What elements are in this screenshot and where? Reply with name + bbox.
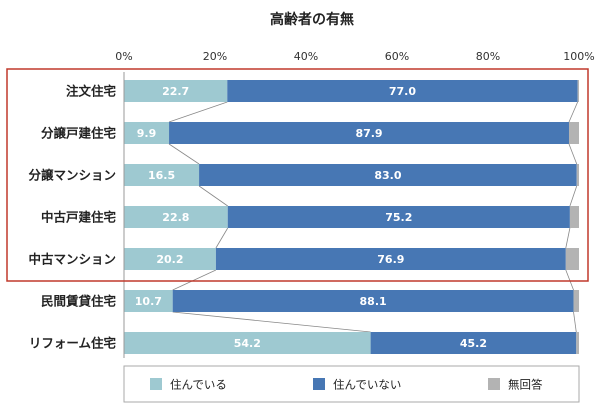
data-label: 76.9 [377,253,404,266]
legend-swatch [488,378,500,390]
bar-segment-2 [370,332,577,354]
legend-label: 住んでいない [333,378,401,392]
bar-segment-1 [124,80,228,102]
bar-segment-2 [172,290,574,312]
connector-line [569,185,578,207]
connector-line [568,101,579,123]
legend-swatch [313,378,325,390]
bar-segment-2 [227,80,578,102]
data-label: 88.1 [360,295,387,308]
connector-line [565,227,571,249]
legend-label: 無回答 [508,378,543,392]
data-label: 16.5 [148,169,175,182]
x-tick-label: 80% [476,50,500,63]
bar-segment-1 [124,122,170,144]
data-label: 22.8 [162,211,189,224]
bar-segment-3 [576,164,579,186]
chart-title: 高齢者の有無 [270,11,354,28]
legend-label: 住んでいる [170,378,227,392]
x-axis-ticks: 0% 20% 40% 60% 80% 100% [115,50,594,63]
data-label: 22.7 [162,85,189,98]
category-label: 分譲マンション [28,168,116,183]
bar-segment-1 [124,290,173,312]
series-connector-lines [168,101,579,333]
data-label: 9.9 [137,127,157,140]
category-label: 中古マンション [28,252,116,267]
x-tick-label: 40% [294,50,318,63]
connector-line [168,143,200,165]
data-label: 87.9 [355,127,382,140]
bar-segment-1 [124,206,228,228]
x-tick-label: 20% [203,50,227,63]
x-tick-label: 100% [563,50,594,63]
bar-segment-3 [573,290,579,312]
legend-frame [123,365,580,403]
connector-line [198,185,228,207]
connector-line [172,269,217,291]
bars: 22.7 77.0 9.9 87.9 16.5 83.0 22.8 75.2 20.2 76.9 1… [124,80,579,354]
bar-segment-2 [169,122,569,144]
legend-swatch [150,378,162,390]
data-label: 45.2 [460,337,487,350]
data-label: 54.2 [234,337,261,350]
x-tick-label: 60% [385,50,409,63]
connector-line [565,269,574,291]
data-label: 77.0 [389,85,416,98]
data-label: 75.2 [385,211,412,224]
category-label: 注文住宅 [66,84,117,99]
legend: 住んでいる 住んでいない 無回答 [123,365,580,403]
highlight-box [6,68,589,282]
bar-segment-1 [124,164,200,186]
connector-line [568,143,578,165]
bar-segment-3 [577,80,579,102]
connector-line [172,311,371,333]
bar-segment-3 [568,122,579,144]
bar-segment-3 [569,206,579,228]
connector-line [168,101,228,123]
bar-segment-1 [124,248,216,270]
bar-segment-1 [124,332,371,354]
category-label: リフォーム住宅 [29,336,117,351]
bar-segment-3 [576,332,579,354]
category-labels: 注文住宅分譲戸建住宅分譲マンション中古戸建住宅中古マンション民間賃貸住宅リフォー… [28,84,116,351]
data-label: 10.7 [135,295,162,308]
x-tick-label: 0% [115,50,132,63]
connector-line [215,227,229,249]
bar-segment-2 [227,206,570,228]
connector-line [573,311,577,333]
category-label: 民間賃貸住宅 [41,294,117,309]
category-label: 分譲戸建住宅 [41,126,117,141]
data-label: 83.0 [374,169,401,182]
bar-segment-3 [565,248,579,270]
category-label: 中古戸建住宅 [41,210,117,225]
bar-segment-2 [199,164,577,186]
data-label: 20.2 [156,253,183,266]
bar-segment-2 [215,248,566,270]
